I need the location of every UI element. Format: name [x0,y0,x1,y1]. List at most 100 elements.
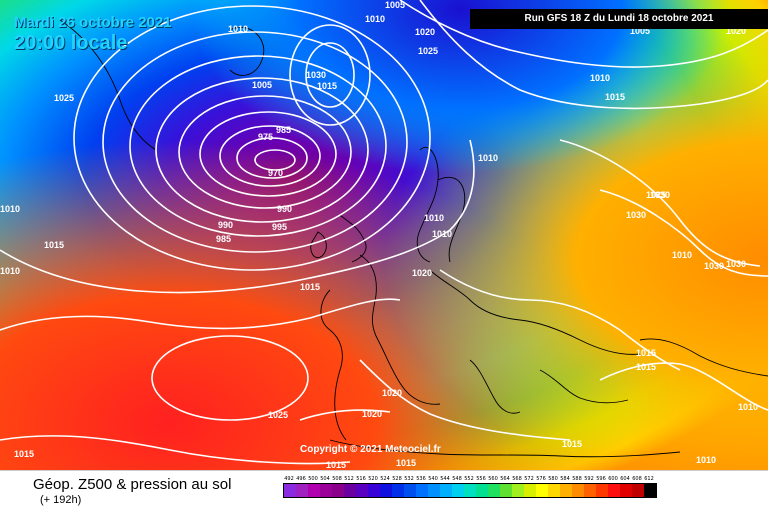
legend-swatch [464,484,476,497]
legend-value: 536 [416,476,426,482]
coast-france-iberia [359,254,441,405]
isobar-label: 1030 [626,210,646,220]
isobar-label: 1020 [362,409,382,419]
isobar-label: 1030 [650,190,670,200]
isobar-label: 985 [216,234,231,244]
legend-swatch [368,484,380,497]
legend-swatch [632,484,644,497]
legend-swatch [452,484,464,497]
coast-iceland-greenland [229,26,265,76]
legend-swatches [283,483,657,498]
isobar-label: 1025 [646,190,666,200]
isobar-label: 1010 [590,73,610,83]
legend-swatch [320,484,332,497]
legend-value: 508 [332,476,342,482]
legend-value: 496 [296,476,306,482]
legend-swatch [416,484,428,497]
isobar-label: 1015 [636,348,656,358]
legend-value: 492 [284,476,294,482]
isobar-ring-north-1 [289,24,371,126]
legend-swatch [584,484,596,497]
isobar-label: 1020 [726,26,746,36]
isobar-1000 [129,55,387,237]
legend-swatch [536,484,548,497]
isobar-label: 1005 [252,80,272,90]
legend-swatch [440,484,452,497]
isobar-label: 1015 [300,282,320,292]
legend-value: 548 [452,476,462,482]
isobar-980 [219,125,321,187]
legend-swatch [332,484,344,497]
legend-value: 556 [476,476,486,482]
legend-value: 592 [584,476,594,482]
coast-balkans [539,369,629,404]
isobar-label: 1030 [306,70,326,80]
isobar-label: 1010 [228,24,248,34]
isobar-label: 985 [276,125,291,135]
legend-swatch [500,484,512,497]
isobar-1010 [73,5,431,271]
isobar-label: 1005 [630,26,650,36]
forecast-hour: (+ 192h) [40,494,82,506]
legend-swatch [476,484,488,497]
model-run-info: Run GFS 18 Z du Lundi 18 octobre 2021 [470,9,768,29]
coast-iberia-west [320,289,347,441]
legend-value: 576 [536,476,546,482]
northern-trough-field [0,0,768,470]
legend-swatch [596,484,608,497]
legend-swatch [428,484,440,497]
legend-value: 544 [440,476,450,482]
isobar-label: 1010 [424,213,444,223]
legend-value: 520 [368,476,378,482]
isobar-label: 1020 [415,27,435,37]
isobar-label: 1010 [0,204,20,214]
isobar-label: 1015 [14,449,34,459]
isobar-1020-europe [439,269,681,371]
weather-map: 1010 1005 1020 1025 1005 1010 1015 1020 … [0,0,768,470]
legend-value: 516 [356,476,366,482]
isobar-1005 [102,31,408,253]
isobar-1025-east [559,139,761,267]
isobar-label: 1020 [382,388,402,398]
legend-value: 500 [308,476,318,482]
isobar-1010-ne [399,0,768,68]
isobar-label: 1015 [396,458,416,468]
isobar-1020-iberia [299,409,391,421]
legend-swatch [608,484,620,497]
forecast-date: Mardi 26 octobre 2021 [14,14,172,31]
isobar-label: 1010 [672,250,692,260]
isobar-label: 1015 [44,240,64,250]
isobar-970 [254,149,296,171]
legend-swatch [620,484,632,497]
isobar-1015-ne [419,0,768,110]
isobar-label: 975 [258,132,273,142]
legend-value: 560 [488,476,498,482]
isobar-label: 1010 [365,14,385,24]
coast-north-africa [329,439,681,458]
isobar-label: 970 [268,168,283,178]
legend-value: 524 [380,476,390,482]
legend-value: 596 [596,476,606,482]
isobar-975 [236,137,308,179]
isobar-label: 1015 [636,362,656,372]
isobar-label: 1020 [412,268,432,278]
legend-swatch [644,484,656,497]
isobar-1030-east [599,189,768,277]
legend-swatch [296,484,308,497]
isobars [0,0,768,464]
legend-value: 588 [572,476,582,482]
legend-swatch [392,484,404,497]
isobar-label: 1025 [54,93,74,103]
isobar-label: 1015 [562,439,582,449]
isobar-1015-south [0,435,351,465]
legend-swatch [404,484,416,497]
isobar-label: 1010 [0,266,20,276]
legend-value: 564 [500,476,510,482]
copyright-notice: Copyright © 2021 Meteociel.fr [300,444,441,455]
isobar-label: 1015 [326,460,346,470]
legend-value: 612 [644,476,654,482]
forecast-local-time: 20:00 locale [14,32,128,54]
legend-value: 512 [344,476,354,482]
isobar-label: 990 [277,204,292,214]
